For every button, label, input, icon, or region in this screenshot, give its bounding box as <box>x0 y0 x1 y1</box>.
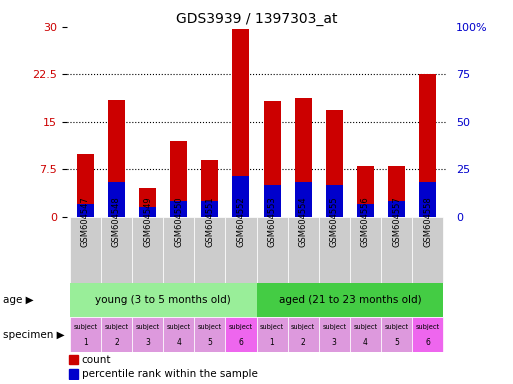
Bar <box>170 201 187 217</box>
Text: GSM604558: GSM604558 <box>423 196 432 247</box>
Bar <box>419 74 436 217</box>
Text: young (3 to 5 months old): young (3 to 5 months old) <box>95 295 231 305</box>
Bar <box>381 217 412 283</box>
Text: specimen ▶: specimen ▶ <box>3 329 64 339</box>
Bar <box>77 204 94 217</box>
Bar <box>294 98 312 217</box>
Text: 6: 6 <box>425 338 430 347</box>
Text: subject: subject <box>260 324 284 330</box>
Text: subject: subject <box>198 324 222 330</box>
Bar <box>77 154 94 217</box>
Bar <box>101 217 132 283</box>
Text: 2: 2 <box>301 338 306 347</box>
Text: 1: 1 <box>270 338 274 347</box>
Bar <box>132 318 163 352</box>
Text: 2: 2 <box>114 338 119 347</box>
Bar <box>319 318 350 352</box>
Bar <box>357 204 374 217</box>
Bar <box>132 217 163 283</box>
Bar <box>419 182 436 217</box>
Text: GSM604550: GSM604550 <box>174 196 183 247</box>
Text: GSM604549: GSM604549 <box>143 196 152 247</box>
Text: 1: 1 <box>83 338 88 347</box>
Bar <box>412 217 443 283</box>
Bar <box>70 283 256 318</box>
Bar <box>225 318 256 352</box>
Text: percentile rank within the sample: percentile rank within the sample <box>82 369 258 379</box>
Bar <box>350 318 381 352</box>
Text: subject: subject <box>135 324 160 330</box>
Bar <box>70 217 101 283</box>
Bar <box>256 217 288 283</box>
Text: GSM604554: GSM604554 <box>299 196 308 247</box>
Bar <box>381 318 412 352</box>
Text: subject: subject <box>167 324 191 330</box>
Text: GSM604555: GSM604555 <box>330 196 339 247</box>
Text: GSM604556: GSM604556 <box>361 196 370 247</box>
Bar <box>69 369 78 379</box>
Bar <box>326 111 343 217</box>
Bar <box>201 201 219 217</box>
Bar <box>139 188 156 217</box>
Bar <box>170 141 187 217</box>
Bar <box>357 166 374 217</box>
Text: GSM604551: GSM604551 <box>205 196 214 247</box>
Bar <box>412 318 443 352</box>
Title: GDS3939 / 1397303_at: GDS3939 / 1397303_at <box>176 12 337 26</box>
Bar <box>139 207 156 217</box>
Bar <box>264 185 281 217</box>
Bar <box>326 185 343 217</box>
Text: subject: subject <box>229 324 253 330</box>
Bar <box>256 318 288 352</box>
Bar <box>108 100 125 217</box>
Bar <box>70 318 101 352</box>
Text: 3: 3 <box>332 338 337 347</box>
Bar <box>163 318 194 352</box>
Bar <box>163 217 194 283</box>
Text: GSM604548: GSM604548 <box>112 196 121 247</box>
Bar <box>232 175 249 217</box>
Text: 5: 5 <box>394 338 399 347</box>
Bar <box>264 101 281 217</box>
Text: aged (21 to 23 months old): aged (21 to 23 months old) <box>279 295 421 305</box>
Text: count: count <box>82 355 111 365</box>
Bar <box>194 217 225 283</box>
Bar <box>225 217 256 283</box>
Text: GSM604557: GSM604557 <box>392 196 401 247</box>
Text: age ▶: age ▶ <box>3 295 33 305</box>
Bar <box>319 217 350 283</box>
Bar <box>201 160 219 217</box>
Text: 6: 6 <box>239 338 243 347</box>
Text: 4: 4 <box>176 338 181 347</box>
Bar <box>232 29 249 217</box>
Text: subject: subject <box>416 324 440 330</box>
Bar <box>350 217 381 283</box>
Bar <box>108 182 125 217</box>
Text: GSM604547: GSM604547 <box>81 196 90 247</box>
Bar <box>288 217 319 283</box>
Bar <box>194 318 225 352</box>
Text: 3: 3 <box>145 338 150 347</box>
Text: 4: 4 <box>363 338 368 347</box>
Bar <box>388 201 405 217</box>
Text: subject: subject <box>322 324 346 330</box>
Text: 5: 5 <box>207 338 212 347</box>
Bar <box>101 318 132 352</box>
Bar <box>294 182 312 217</box>
Bar <box>288 318 319 352</box>
Bar <box>256 283 443 318</box>
Text: GSM604553: GSM604553 <box>268 196 277 247</box>
Text: subject: subject <box>105 324 129 330</box>
Text: subject: subject <box>353 324 378 330</box>
Text: GSM604552: GSM604552 <box>236 196 245 247</box>
Text: subject: subject <box>291 324 315 330</box>
Bar <box>388 166 405 217</box>
Bar <box>69 354 78 364</box>
Text: subject: subject <box>384 324 408 330</box>
Text: subject: subject <box>73 324 97 330</box>
